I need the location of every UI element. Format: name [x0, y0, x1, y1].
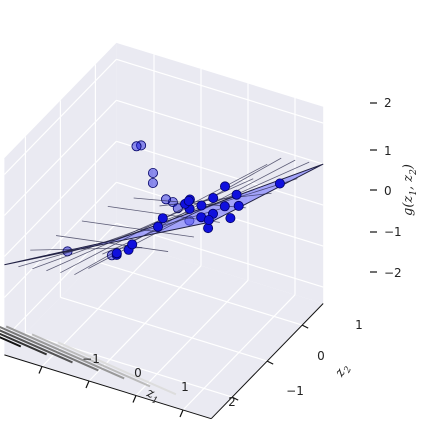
y-tick: [266, 360, 274, 365]
projection-lines: [0, 325, 177, 396]
surface-grid-line: [56, 235, 169, 252]
data-point: [208, 192, 219, 203]
z-tick-label: 2: [384, 96, 392, 110]
data-point: [157, 213, 168, 224]
data-point: [147, 167, 158, 178]
y-tick: [301, 324, 309, 329]
grid-line: [116, 99, 324, 165]
surface-grid-line: [74, 157, 282, 276]
data-point: [274, 178, 285, 189]
data-point: [160, 194, 171, 205]
data-point: [219, 181, 230, 192]
grid-line: [3, 222, 117, 339]
x-axis-line: [4, 354, 212, 420]
projection-line: [5, 325, 125, 380]
data-point: [131, 141, 142, 152]
x-tick-label: 1: [181, 380, 189, 394]
z-tick-label: 0: [384, 184, 392, 198]
x-tick-label: 0: [134, 366, 142, 380]
data-point: [203, 214, 214, 225]
surface-grid-line: [81, 220, 195, 238]
pane-grid: [3, 54, 324, 411]
data-point: [233, 200, 244, 211]
z-tick-label: −1: [384, 225, 402, 239]
projection-line: [57, 341, 177, 396]
z-axis-label: g(z1, z2): [401, 164, 419, 216]
data-point: [127, 239, 138, 250]
projection-line: [0, 332, 48, 356]
data-point: [225, 213, 236, 224]
x-tick: [85, 380, 90, 389]
data-point: [231, 189, 242, 200]
surface-grid-line: [46, 178, 254, 272]
data-point: [196, 200, 207, 211]
grid-line: [116, 58, 324, 124]
y-tick-label: 0: [317, 349, 325, 363]
grid-line: [3, 58, 117, 175]
grid-line: [95, 260, 303, 326]
y-tick-label: 1: [355, 318, 363, 332]
projection-line: [0, 329, 73, 364]
data-point: [152, 221, 163, 232]
y-tick: [231, 396, 239, 401]
projection-line: [0, 325, 99, 372]
x-tick: [38, 366, 43, 374]
grid-line: [3, 99, 117, 216]
data-point: [111, 248, 122, 259]
x-tick: [132, 395, 137, 403]
data-point: [147, 177, 158, 188]
x-tick-label: −1: [82, 352, 100, 366]
points-front-of-surface: [111, 178, 285, 260]
data-point: [183, 195, 194, 206]
grid-line: [3, 181, 117, 298]
projection-line: [0, 336, 22, 348]
x-tick: [179, 409, 184, 418]
z-tick-label: 1: [384, 144, 392, 158]
data-point: [219, 201, 230, 212]
z-tick-label: −2: [384, 266, 402, 280]
projection-line: [31, 333, 151, 388]
x-tick-label: 2: [228, 395, 236, 409]
tick-marks: [38, 102, 377, 418]
y-tick-label: −1: [286, 384, 304, 398]
grid-line: [60, 296, 268, 362]
grid-line: [3, 140, 117, 257]
grid-line: [116, 140, 324, 206]
surface-grid-line: [102, 161, 310, 255]
